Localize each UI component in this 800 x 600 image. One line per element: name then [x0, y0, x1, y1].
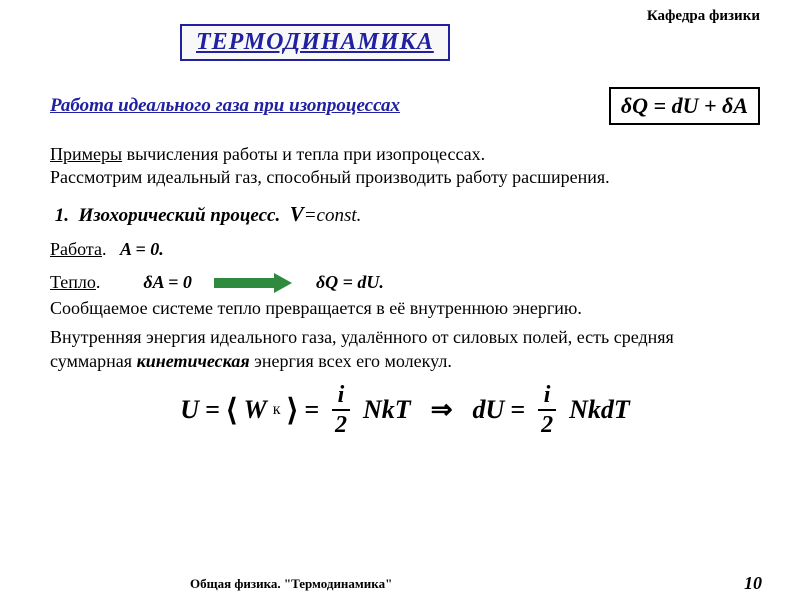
f-eq2: = [304, 395, 319, 425]
heat-label: Тепло [50, 272, 96, 292]
arrow-icon [214, 276, 294, 290]
frac1: i 2 [329, 383, 353, 437]
process-num: 1. [55, 205, 69, 226]
main-formula-box: δQ = dU + δA [609, 87, 760, 125]
f-eq1: = [205, 395, 220, 425]
title-box: ТЕРМОДИНАМИКА [180, 24, 450, 61]
f-Wsub: к [273, 401, 281, 419]
implies-icon: ⇒ [431, 395, 453, 425]
intro-underlined: Примеры [50, 144, 122, 164]
frac1-den: 2 [329, 411, 353, 437]
work-eq: A = 0. [120, 239, 164, 259]
section-row: Работа идеального газа при изопроцессах … [50, 87, 760, 125]
f-W: W [244, 395, 267, 425]
process-heading: 1. Изохорический процесс. V=const. [50, 202, 760, 227]
para2-t2: энергия всех его молекул. [250, 351, 452, 371]
angle-r: ⟩ [286, 393, 298, 428]
angle-l: ⟨ [226, 393, 238, 428]
footer-text: Общая физика. "Термодинамика" [190, 576, 392, 592]
process-name: Изохорический процесс. [79, 205, 281, 226]
paragraph-1: Сообщаемое системе тепло превращается в … [50, 297, 760, 320]
work-line: Работа. A = 0. [50, 239, 760, 260]
frac2-num: i [538, 383, 557, 411]
f-U: U [180, 395, 199, 425]
frac2-den: 2 [535, 411, 559, 437]
work-label: Работа [50, 239, 102, 259]
intro-line2: Рассмотрим идеальный газ, способный прои… [50, 167, 610, 187]
f-NkT: NkT [363, 395, 411, 425]
energy-formula: U = ⟨Wк ⟩ = i 2 NkT ⇒ dU = i 2 NkdT [50, 383, 760, 437]
heat-line: Тепло. δA = 0 δQ = dU. [50, 272, 760, 293]
page-title: ТЕРМОДИНАМИКА [196, 29, 434, 55]
f-dU: dU [472, 395, 504, 425]
intro-paragraph: Примеры вычисления работы и тепла при из… [50, 143, 760, 188]
frac1-num: i [332, 383, 351, 411]
department-label: Кафедра физики [647, 8, 760, 25]
page-number: 10 [744, 573, 762, 594]
frac2: i 2 [535, 383, 559, 437]
para2-kinetic: кинетическая [137, 351, 250, 371]
intro-rest: вычисления работы и тепла при изопроцесс… [122, 144, 485, 164]
f-eq3: = [510, 395, 525, 425]
process-eq: =const. [304, 205, 362, 226]
paragraph-2: Внутренняя энергия идеального газа, удал… [50, 326, 760, 373]
f-NkdT: NkdT [569, 395, 630, 425]
process-var: V [290, 202, 304, 226]
section-heading: Работа идеального газа при изопроцессах [50, 95, 400, 117]
